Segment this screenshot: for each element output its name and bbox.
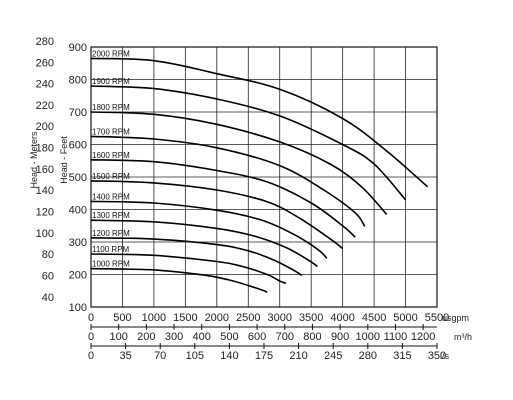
y-feet-tick-label: 500	[69, 172, 87, 184]
x-usgpm-tick-label: 3000	[267, 312, 291, 324]
series-label: 1200 RPM	[92, 229, 130, 238]
series-label: 1100 RPM	[92, 245, 130, 254]
x-ls-tick-label: 175	[255, 350, 273, 362]
y-feet-tick-label: 300	[69, 237, 87, 249]
x-ls-tick-label: 35	[119, 350, 131, 362]
curve-1100-rpm	[90, 253, 287, 285]
x-usgpm-tick-label: 4000	[330, 312, 354, 324]
y-feet-tick-label: 700	[69, 107, 87, 119]
x-usgpm-tick-label: 3500	[299, 312, 323, 324]
y-feet-title: Head - Feet	[59, 136, 69, 184]
x-m3h-tick-label: 600	[248, 331, 266, 343]
curve-1800-rpm	[90, 111, 388, 215]
curve-1300-rpm	[90, 219, 318, 268]
x-ls-unit: l/s	[440, 351, 450, 361]
y-feet-tick-label: 400	[69, 205, 87, 217]
y-meters-tick-label: 180	[36, 143, 54, 155]
series-label: 1400 RPM	[92, 192, 130, 201]
y-meters-tick-label: 280	[36, 36, 54, 48]
curve-1600-rpm	[90, 159, 356, 238]
x-usgpm-tick-label: 5000	[393, 312, 417, 324]
y-meters-tick-label: 140	[36, 185, 54, 197]
y-feet-tick-label: 600	[69, 140, 87, 152]
y-feet-tick-label: 200	[69, 270, 87, 282]
pump-curves	[90, 57, 429, 294]
y-meters-tick-label: 220	[36, 100, 54, 112]
series-label: 1300 RPM	[92, 211, 130, 220]
x-ls-tick-label: 350	[428, 350, 446, 362]
x-ls-tick-label: 210	[289, 350, 307, 362]
x-usgpm-tick-label: 1000	[142, 312, 166, 324]
y-feet-tick-label: 900	[69, 42, 87, 54]
y-meters-tick-label: 160	[36, 164, 54, 176]
y-meters-tick-label: 240	[36, 79, 54, 91]
x-m3h-tick-label: 1200	[411, 331, 435, 343]
x-ls-tick-label: 245	[324, 350, 342, 362]
curve-1900-rpm	[90, 85, 407, 201]
series-label: 1800 RPM	[92, 103, 130, 112]
curve-1700-rpm	[90, 135, 366, 227]
series-label: 2000 RPM	[92, 49, 130, 58]
curve-2000-rpm	[90, 57, 429, 188]
x-ls-tick-label: 315	[393, 350, 411, 362]
y-meters-title: Head - Meters	[29, 131, 39, 189]
curve-1500-rpm	[90, 180, 344, 250]
y-meters-tick-label: 200	[36, 121, 54, 133]
x-m3h-tick-label: 100	[110, 331, 128, 343]
y-feet-tick-label: 800	[69, 75, 87, 87]
y-meters-tick-label: 80	[42, 249, 54, 261]
x-usgpm-unit: usgpm	[442, 313, 469, 323]
x-ls-tick-label: 280	[359, 350, 377, 362]
x-m3h-tick-label: 700	[276, 331, 294, 343]
y-meters-tick-label: 120	[36, 207, 54, 219]
series-label: 1000 RPM	[92, 260, 130, 269]
grid	[90, 46, 438, 308]
x-usgpm-tick-label: 4500	[362, 312, 386, 324]
x-usgpm-tick-label: 1500	[173, 312, 197, 324]
x-usgpm-tick-label: 2500	[236, 312, 260, 324]
series-label: 1900 RPM	[92, 77, 130, 86]
y-meters-tick-label: 60	[42, 271, 54, 283]
x-usgpm-tick-label: 5500	[425, 312, 449, 324]
y-meters-tick-label: 260	[36, 57, 54, 69]
curve-1000-rpm	[90, 267, 268, 294]
x-m3h-tick-label: 400	[193, 331, 211, 343]
y-meters-tick-label: 40	[42, 292, 54, 304]
x-usgpm-tick-label: 2000	[205, 312, 229, 324]
x-m3h-tick-label: 800	[303, 331, 321, 343]
x-ls-tick-label: 140	[220, 350, 238, 362]
series-label: 1600 RPM	[92, 151, 130, 160]
series-label: 1500 RPM	[92, 172, 130, 181]
axes: 1002003004005006007008009004060801001201…	[29, 36, 472, 362]
x-m3h-tick-label: 0	[88, 331, 94, 343]
x-usgpm-tick-label: 500	[113, 312, 131, 324]
curve-1200-rpm	[90, 237, 303, 277]
x-usgpm-tick-label: 0	[88, 312, 94, 324]
x-ls-tick-label: 105	[186, 350, 204, 362]
series-label: 1700 RPM	[92, 127, 130, 136]
curve-1400-rpm	[90, 200, 328, 259]
x-m3h-tick-label: 1100	[384, 331, 408, 343]
x-ls-tick-label: 0	[88, 350, 94, 362]
x-m3h-unit: m³/h	[454, 332, 472, 342]
curve-labels: 2000 RPM 1900 RPM 1800 RPM 1700 RPM 1600 RPM…	[92, 49, 130, 268]
x-m3h-tick-label: 900	[331, 331, 349, 343]
y-meters-tick-label: 100	[36, 228, 54, 240]
x-m3h-tick-label: 500	[220, 331, 238, 343]
x-m3h-tick-label: 1000	[356, 331, 380, 343]
plot-frame	[90, 46, 438, 308]
x-ls-tick-label: 70	[154, 350, 166, 362]
x-m3h-tick-label: 300	[165, 331, 183, 343]
y-feet-tick-label: 100	[69, 302, 87, 314]
x-m3h-tick-label: 200	[137, 331, 155, 343]
